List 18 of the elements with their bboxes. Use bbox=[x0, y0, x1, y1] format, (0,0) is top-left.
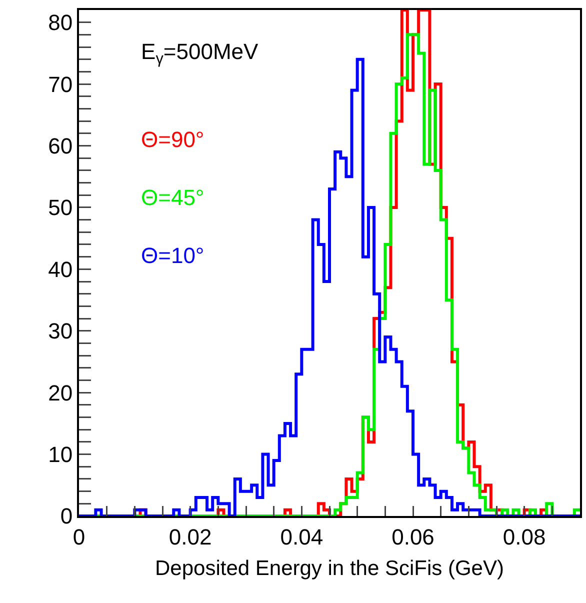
text: Θ=45° bbox=[141, 185, 204, 210]
y-tick-label: 60 bbox=[48, 133, 73, 158]
y-tick-label: 40 bbox=[48, 256, 73, 282]
y-tick-label: 80 bbox=[48, 10, 73, 36]
y-tick-label: 50 bbox=[48, 195, 73, 220]
y-tick-label: 0 bbox=[60, 504, 73, 529]
x-axis-title: Deposited Energy in the SciFis (GeV) bbox=[155, 557, 504, 580]
x-tick-label: 0.02 bbox=[168, 524, 212, 550]
y-tick-label: 30 bbox=[48, 318, 73, 344]
text: Θ=10° bbox=[141, 243, 204, 268]
x-tick-label: 0.08 bbox=[502, 524, 546, 550]
y-tick-label: 10 bbox=[48, 442, 73, 467]
annotation: E$_{γ}$=500MeV bbox=[141, 39, 259, 68]
y-tick-label: 20 bbox=[48, 380, 73, 406]
text: Θ=90° bbox=[141, 127, 204, 152]
x-tick-label: 0.06 bbox=[392, 524, 434, 550]
y-tick-label: 70 bbox=[48, 72, 73, 97]
x-tick-label: 0.04 bbox=[280, 524, 324, 550]
